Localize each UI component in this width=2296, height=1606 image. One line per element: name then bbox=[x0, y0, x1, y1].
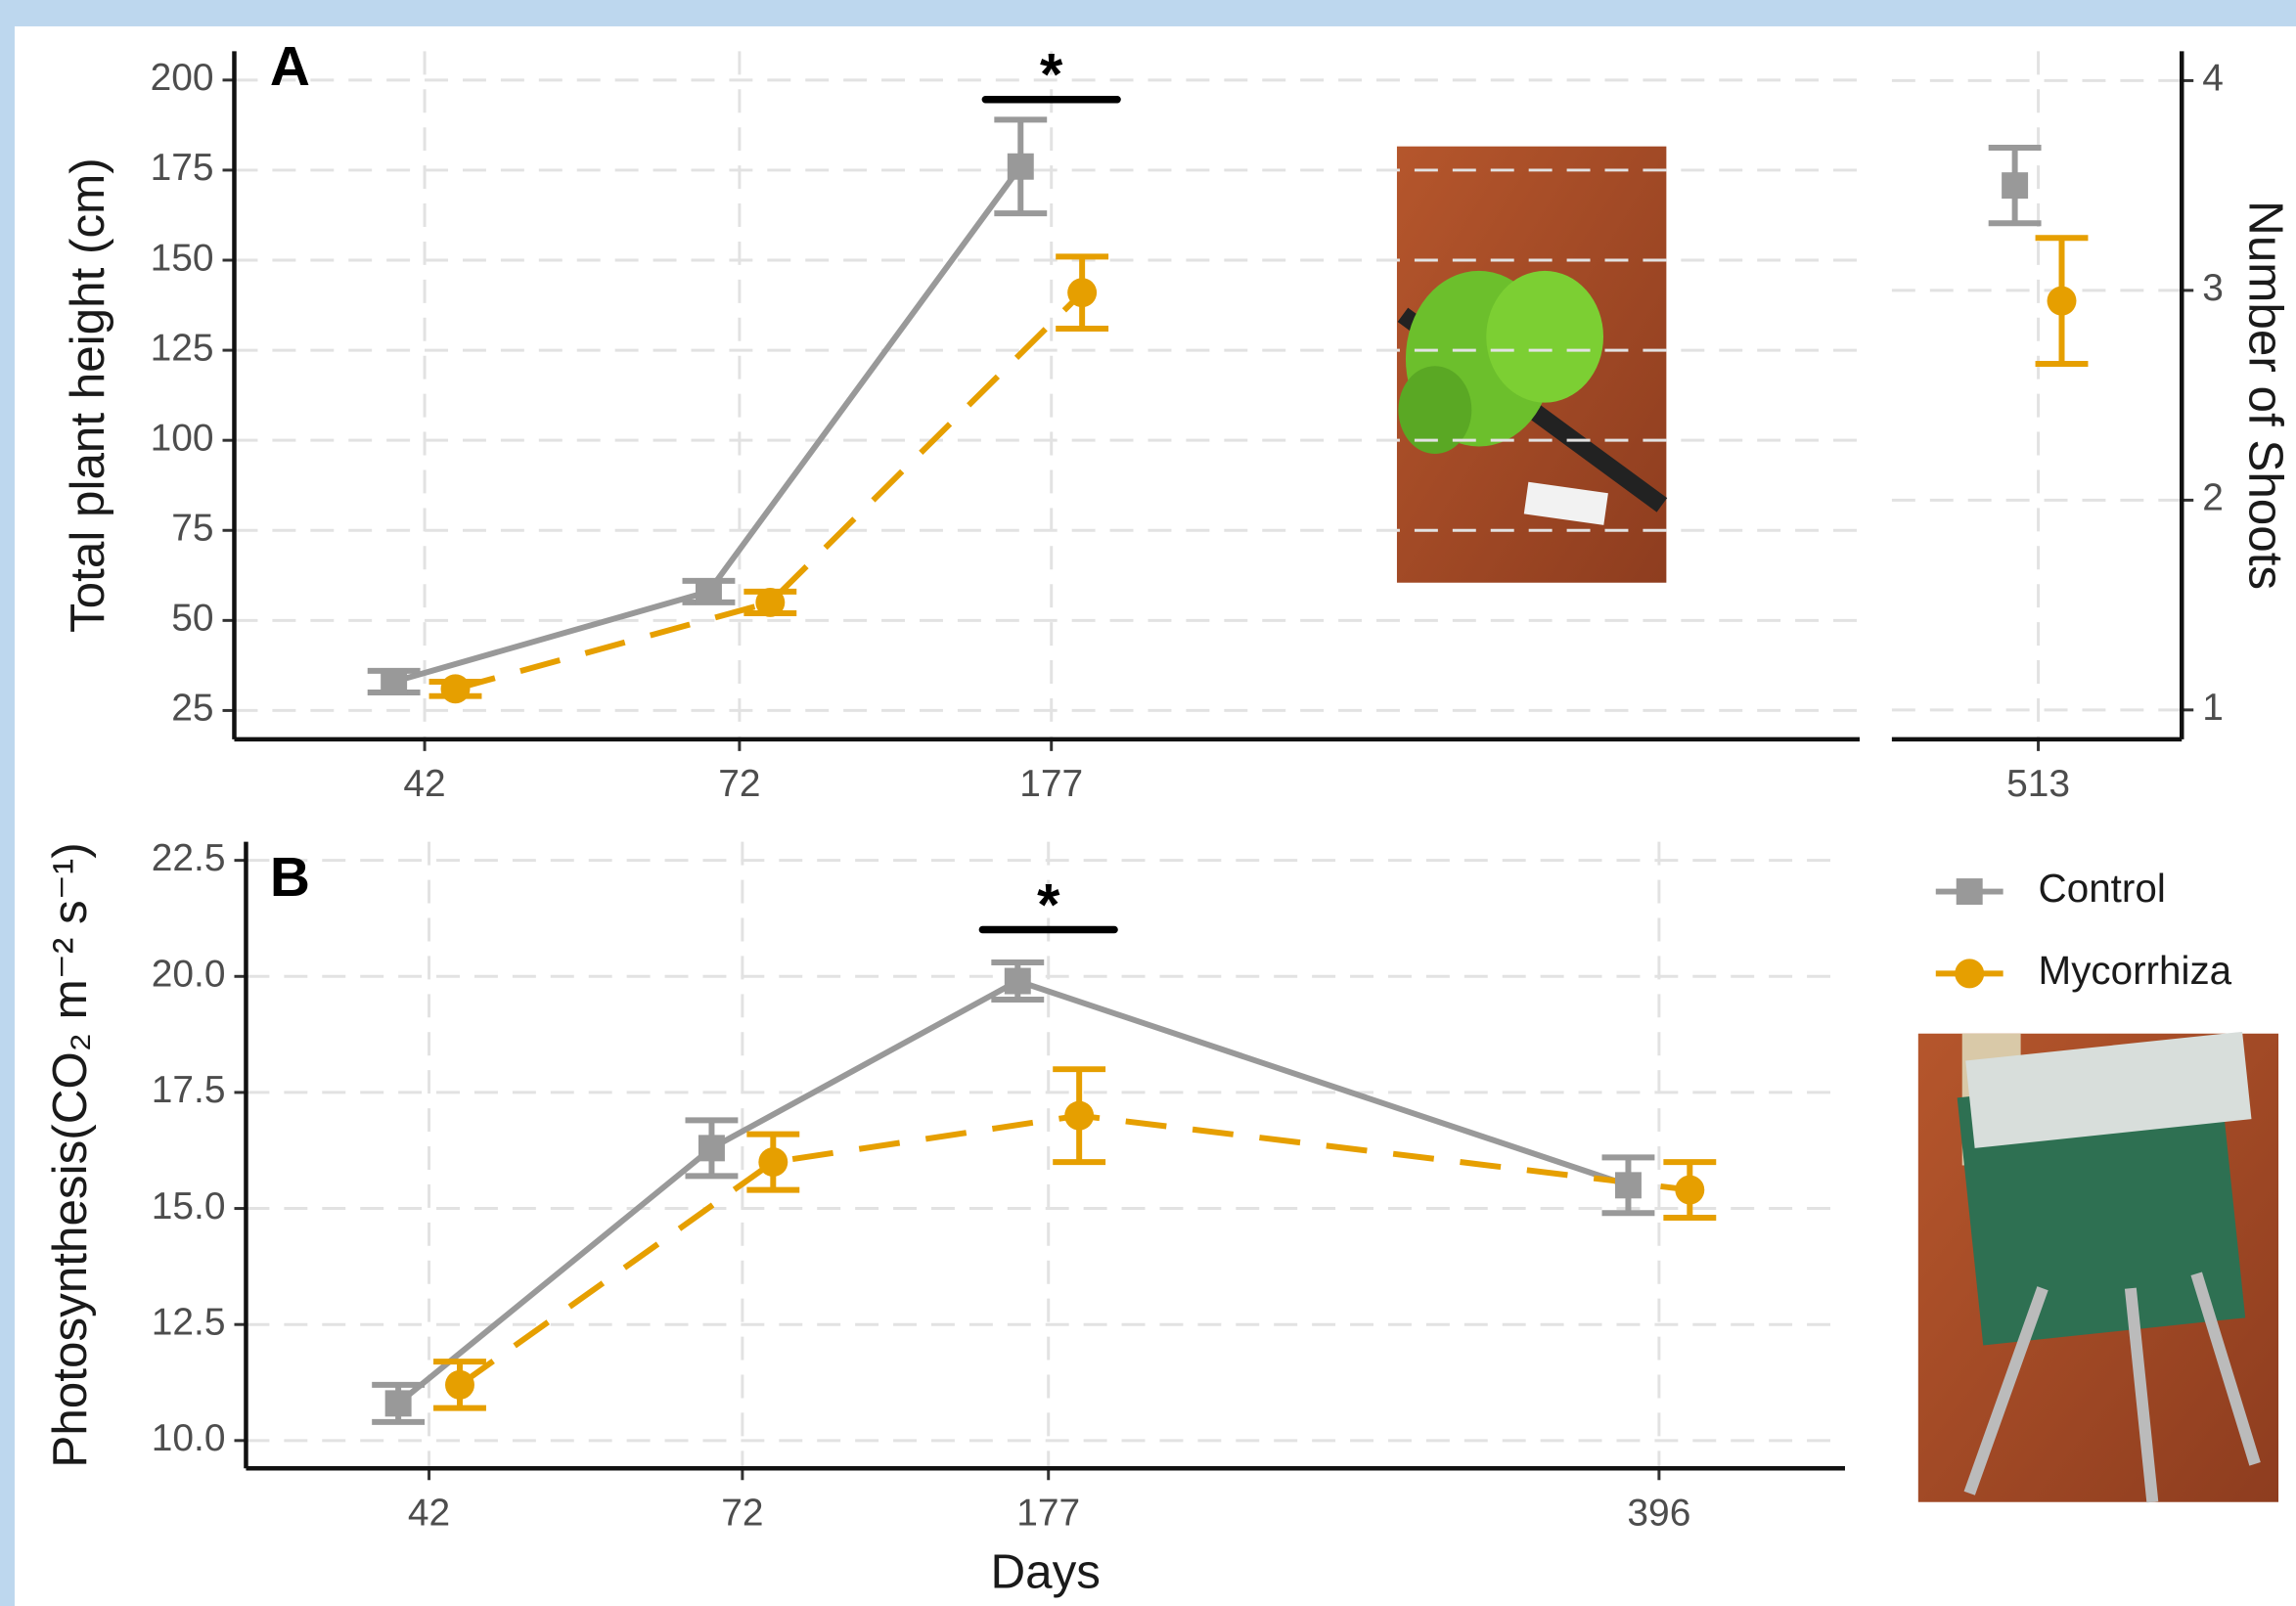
y-axis-title: Photosynthesis(CO₂ m⁻² s⁻¹) bbox=[43, 842, 97, 1467]
y-tick-label: 100 bbox=[151, 417, 214, 459]
y-tick-label: 75 bbox=[171, 508, 213, 550]
marker bbox=[696, 578, 722, 604]
marker bbox=[445, 1370, 474, 1400]
marker bbox=[698, 1135, 725, 1161]
marker bbox=[758, 1147, 788, 1177]
y-tick-label: 10.0 bbox=[152, 1417, 226, 1459]
marker bbox=[1675, 1176, 1704, 1205]
significance-mark: * bbox=[1037, 871, 1060, 937]
y-tick-label: 20.0 bbox=[152, 954, 226, 996]
y-tick-label: 17.5 bbox=[152, 1069, 226, 1111]
y-tick-label: 50 bbox=[171, 598, 213, 640]
panel-label: A bbox=[270, 36, 310, 98]
panel-label: B bbox=[270, 847, 310, 909]
photo-vine bbox=[1397, 147, 1666, 583]
y-axis-title: Total plant height (cm) bbox=[61, 157, 114, 633]
marker bbox=[1005, 968, 1031, 995]
marker bbox=[381, 668, 407, 694]
y-tick-label: 2 bbox=[2202, 477, 2224, 519]
y-tick-label: 3 bbox=[2202, 267, 2224, 309]
x-tick-label: 513 bbox=[2006, 763, 2070, 805]
marker bbox=[2048, 287, 2077, 316]
marker bbox=[2002, 172, 2028, 199]
x-tick-label: 177 bbox=[1019, 763, 1083, 805]
x-tick-label: 72 bbox=[721, 1492, 763, 1534]
x-axis-title: Days bbox=[990, 1545, 1100, 1599]
y-tick-label: 150 bbox=[151, 237, 214, 279]
y-tick-label: 25 bbox=[171, 688, 213, 730]
legend-marker bbox=[1955, 959, 1984, 988]
marker bbox=[1615, 1172, 1642, 1198]
legend-marker bbox=[1957, 878, 1983, 905]
significance-mark: * bbox=[1040, 42, 1063, 108]
marker bbox=[1067, 278, 1097, 307]
y-tick-label: 12.5 bbox=[152, 1301, 226, 1343]
y-axis-title: Number of Shoots bbox=[2239, 201, 2293, 590]
y-tick-label: 15.0 bbox=[152, 1185, 226, 1227]
photo-instrument bbox=[1918, 1032, 2278, 1502]
y-tick-label: 125 bbox=[151, 327, 214, 369]
y-tick-label: 200 bbox=[151, 57, 214, 99]
y-tick-label: 1 bbox=[2202, 687, 2224, 729]
x-tick-label: 42 bbox=[403, 763, 445, 805]
x-tick-label: 42 bbox=[408, 1492, 450, 1534]
figure: 2550751001251501752004272177Total plant … bbox=[0, 0, 2296, 1606]
page: {"chart_data":[ {"type":"line","panel_la… bbox=[0, 0, 2296, 1606]
marker bbox=[385, 1390, 412, 1416]
x-tick-label: 72 bbox=[718, 763, 760, 805]
legend-label: Mycorrhiza bbox=[2039, 948, 2232, 993]
y-tick-label: 175 bbox=[151, 147, 214, 189]
marker bbox=[1008, 154, 1034, 180]
legend-label: Control bbox=[2039, 866, 2166, 911]
marker bbox=[755, 588, 785, 617]
y-tick-label: 4 bbox=[2202, 58, 2224, 100]
x-tick-label: 396 bbox=[1627, 1492, 1690, 1534]
marker bbox=[441, 674, 471, 703]
marker bbox=[1064, 1101, 1094, 1131]
x-tick-label: 177 bbox=[1016, 1492, 1080, 1534]
y-tick-label: 22.5 bbox=[152, 837, 226, 879]
